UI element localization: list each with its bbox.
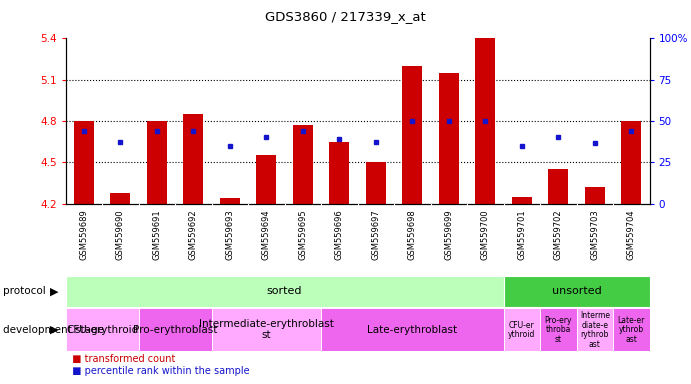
Bar [220,198,240,204]
Bar [330,142,350,204]
Text: GSM559695: GSM559695 [299,209,307,260]
Bar [211,308,321,351]
Text: Late-erythroblast: Late-erythroblast [368,325,457,335]
Bar [147,121,167,204]
Text: Interme
diate-e
rythrob
ast: Interme diate-e rythrob ast [580,311,609,349]
Text: GSM559692: GSM559692 [189,209,198,260]
Bar [512,197,532,204]
Text: unsorted: unsorted [551,286,601,296]
Text: GSM559704: GSM559704 [627,209,636,260]
Bar [183,114,203,204]
Text: ▶: ▶ [50,325,58,335]
Text: Late-er
ythrob
ast: Late-er ythrob ast [618,316,645,344]
Text: GSM559689: GSM559689 [79,209,88,260]
Bar [321,308,504,351]
Text: Pro-erythroblast: Pro-erythroblast [133,325,217,335]
Text: GSM559696: GSM559696 [335,209,344,260]
Text: GSM559703: GSM559703 [590,209,599,260]
Text: GSM559693: GSM559693 [225,209,234,260]
Bar [585,187,605,204]
Text: GSM559694: GSM559694 [262,209,271,260]
Text: GSM559698: GSM559698 [408,209,417,260]
Text: CFU-er
ythroid: CFU-er ythroid [508,321,536,339]
Bar [139,308,211,351]
Bar [402,66,422,204]
Bar [576,308,613,351]
Bar [548,169,568,204]
Bar [66,308,139,351]
Text: ▶: ▶ [50,286,58,296]
Bar [111,192,131,204]
Text: Intermediate-erythroblast
st: Intermediate-erythroblast st [199,319,334,340]
Text: development stage: development stage [3,325,104,335]
Text: GSM559699: GSM559699 [444,209,453,260]
Text: sorted: sorted [267,286,303,296]
Bar [540,308,576,351]
Bar [613,308,650,351]
Bar [74,121,94,204]
Text: GSM559700: GSM559700 [481,209,490,260]
Text: ■ transformed count: ■ transformed count [66,354,175,364]
Bar [475,38,495,204]
Bar [256,156,276,204]
Text: CFU-erythroid: CFU-erythroid [66,325,138,335]
Bar [293,125,313,204]
Text: GSM559691: GSM559691 [153,209,162,260]
Text: ■ percentile rank within the sample: ■ percentile rank within the sample [66,366,249,376]
Bar [366,162,386,204]
Text: Pro-ery
throba
st: Pro-ery throba st [545,316,572,344]
Bar [439,73,459,204]
Bar [504,276,650,307]
Text: GSM559690: GSM559690 [116,209,125,260]
Text: GSM559702: GSM559702 [553,209,562,260]
Text: GSM559701: GSM559701 [518,209,527,260]
Text: GDS3860 / 217339_x_at: GDS3860 / 217339_x_at [265,10,426,23]
Bar [66,276,504,307]
Text: GSM559697: GSM559697 [371,209,380,260]
Bar [621,121,641,204]
Text: protocol: protocol [3,286,46,296]
Bar [504,308,540,351]
